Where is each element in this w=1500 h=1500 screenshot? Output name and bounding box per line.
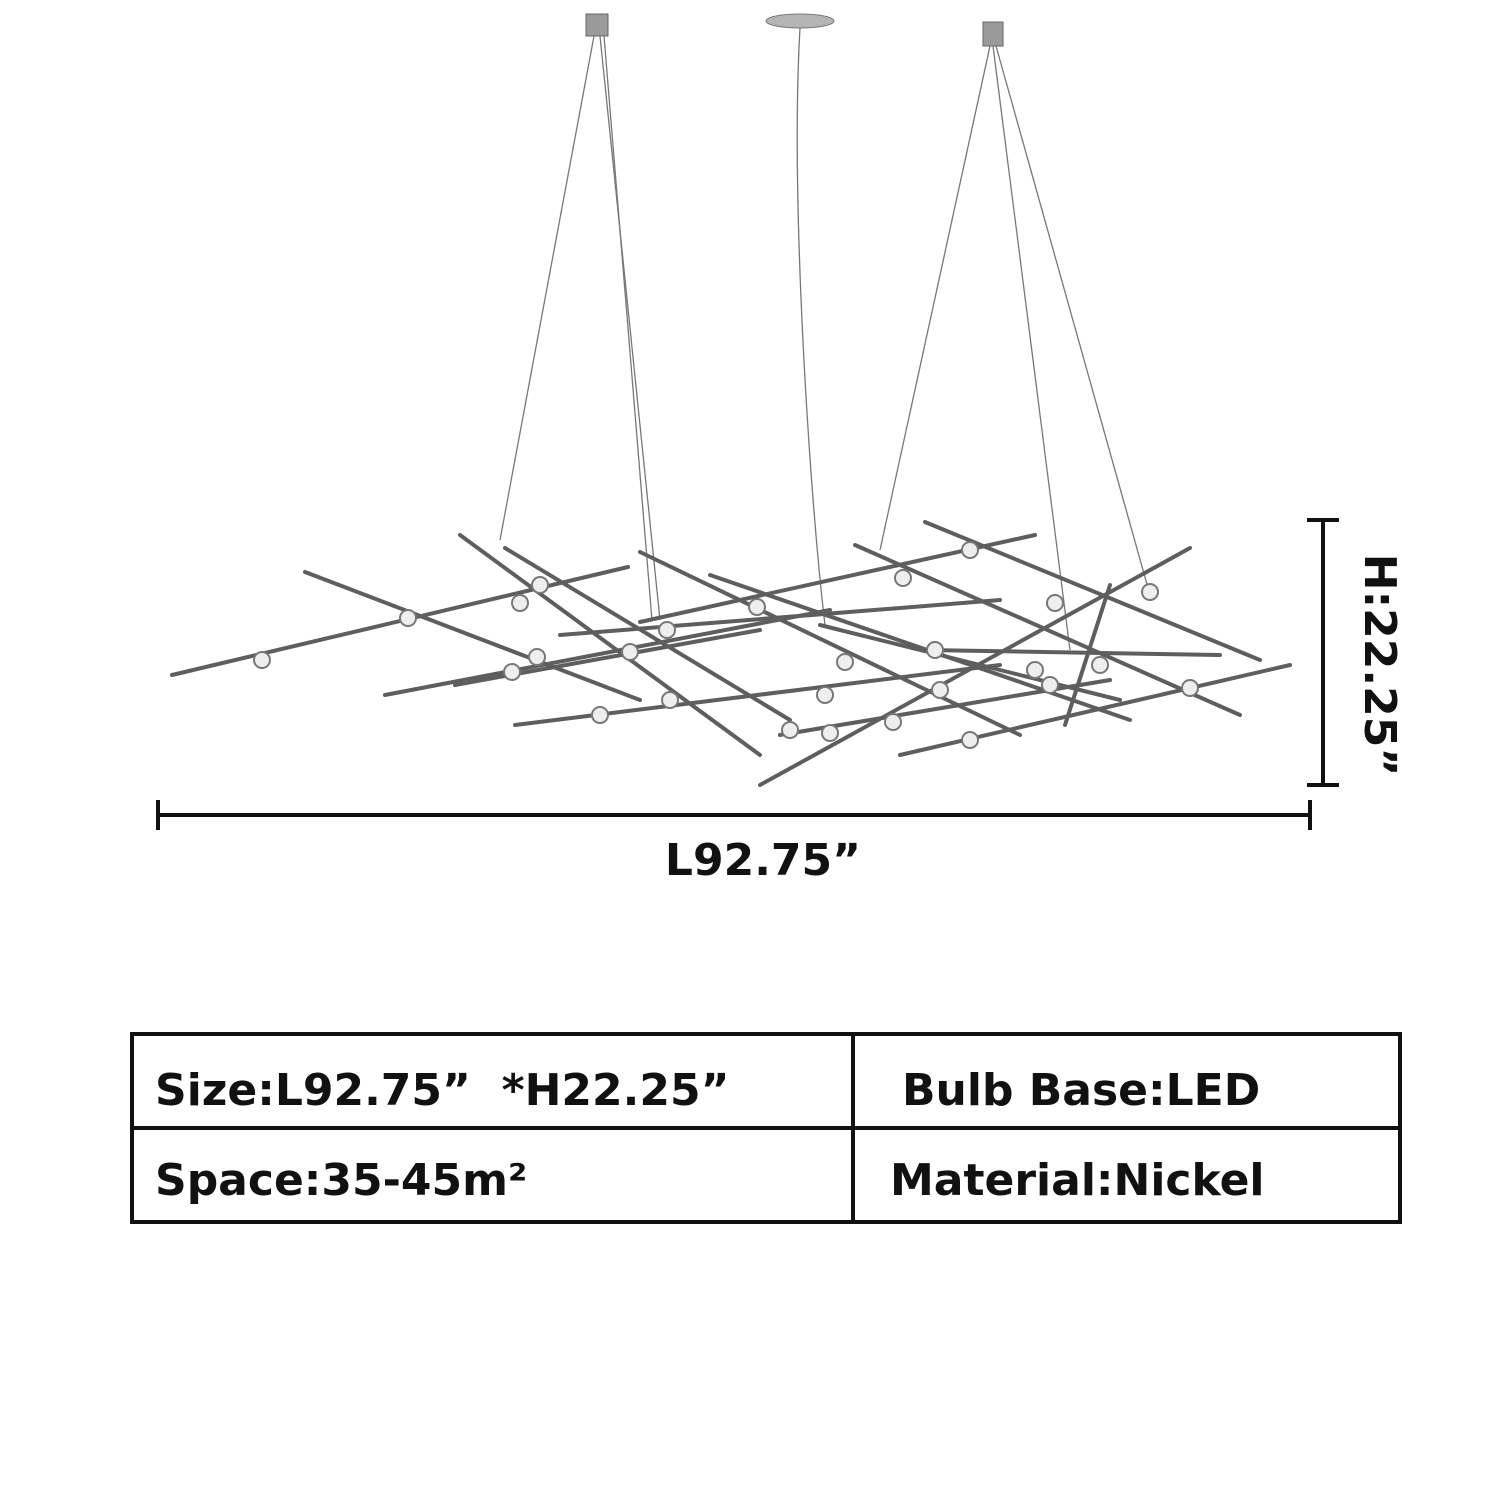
rod <box>453 628 762 687</box>
rod <box>383 608 832 697</box>
wire <box>992 45 1071 651</box>
bulb <box>399 609 417 627</box>
table-cell: Material:Nickel <box>890 1155 1265 1206</box>
wire <box>796 27 826 626</box>
rod <box>853 543 1242 717</box>
bulb <box>511 594 529 612</box>
bulb <box>748 598 766 616</box>
bulb <box>926 641 944 659</box>
rod <box>558 598 1002 637</box>
bulb <box>658 621 676 639</box>
bulb <box>961 541 979 559</box>
bulb <box>591 706 609 724</box>
wire <box>995 45 1151 596</box>
bulb <box>1141 583 1159 601</box>
canopy <box>982 21 1004 47</box>
canopy <box>765 13 835 29</box>
bulb <box>816 686 834 704</box>
bulb <box>961 731 979 749</box>
height-label: H:22.25” <box>1354 554 1405 777</box>
bulb <box>884 713 902 731</box>
bulb <box>781 721 799 739</box>
rod <box>1063 583 1112 727</box>
wire <box>879 45 991 551</box>
table-cell: Size:L92.75” *H22.25” <box>155 1065 730 1116</box>
rod <box>458 533 762 757</box>
wire <box>499 35 595 541</box>
wire <box>599 35 661 621</box>
bulb <box>253 651 271 669</box>
bulb <box>1046 594 1064 612</box>
bulb <box>661 691 679 709</box>
bulb <box>503 663 521 681</box>
dimension-lines <box>156 518 1339 830</box>
bulb <box>931 681 949 699</box>
rod <box>818 623 1122 702</box>
canopy <box>585 13 609 37</box>
bulb <box>621 643 639 661</box>
rod <box>923 648 1222 657</box>
rod <box>503 546 792 722</box>
table-cell: Bulb Base:LED <box>902 1065 1260 1116</box>
bulb <box>1041 676 1059 694</box>
rod <box>303 570 642 702</box>
table-cell: Space:35-45m² <box>155 1155 527 1206</box>
bulb <box>1091 656 1109 674</box>
chandelier-illustration <box>170 13 1292 787</box>
rod <box>708 573 1132 722</box>
bulb <box>821 724 839 742</box>
wire <box>603 35 653 621</box>
length-label: L92.75” <box>665 835 861 886</box>
bulb <box>894 569 912 587</box>
bulb <box>528 648 546 666</box>
bulb <box>531 576 549 594</box>
rod <box>758 546 1192 787</box>
spec-table <box>130 1032 1402 1224</box>
bulb <box>836 653 854 671</box>
bulb <box>1181 679 1199 697</box>
bulb <box>1026 661 1044 679</box>
